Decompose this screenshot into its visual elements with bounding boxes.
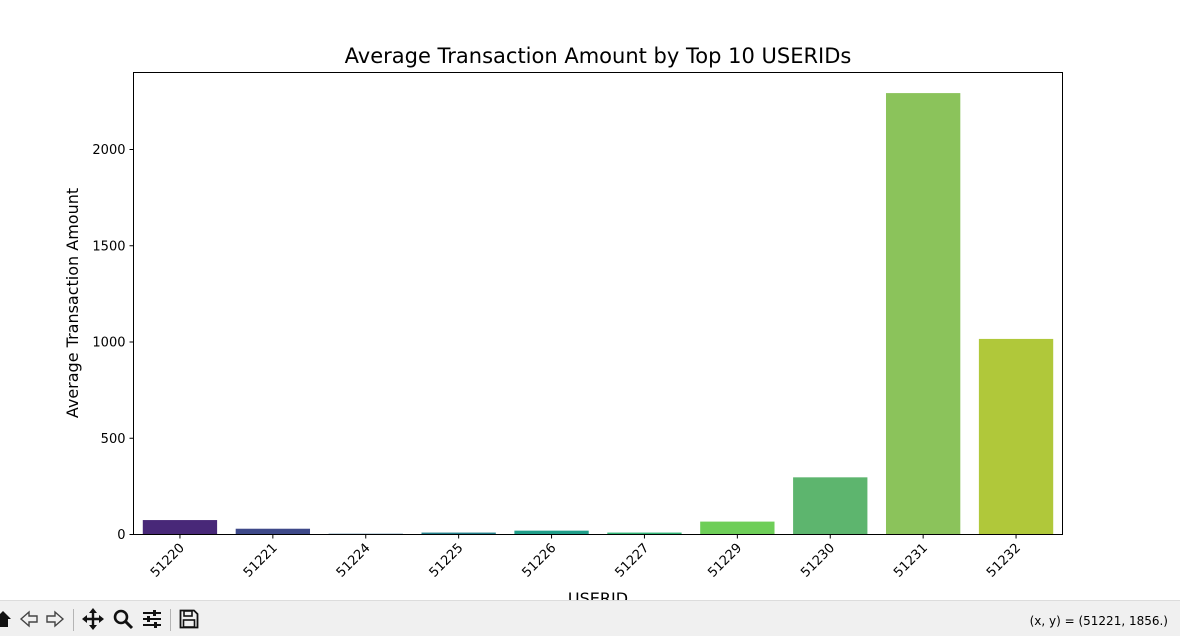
bar-51226 xyxy=(514,530,589,535)
y-tick-label: 1500 xyxy=(92,239,125,254)
save-icon xyxy=(179,609,199,629)
x-tick-label: 51220 xyxy=(148,541,188,581)
x-tick-label: 51230 xyxy=(798,541,838,581)
navigation-toolbar: (x, y) = (51221, 1856.) xyxy=(0,600,1180,636)
bar-51227 xyxy=(607,532,682,535)
x-tick-label: 51229 xyxy=(705,541,745,581)
y-axis-ticks: 0 500 1000 1500 2000 xyxy=(92,143,134,543)
configure-subplots-button[interactable] xyxy=(139,607,165,631)
home-button[interactable] xyxy=(0,607,16,631)
bar-51232 xyxy=(978,338,1054,535)
bar-51231 xyxy=(885,93,961,535)
zoom-button[interactable] xyxy=(110,607,136,631)
sliders-icon xyxy=(143,610,161,628)
forward-button[interactable] xyxy=(42,607,68,631)
back-arrow-icon xyxy=(19,610,38,628)
cursor-coordinates: (x, y) = (51221, 1856.) xyxy=(1029,614,1168,628)
x-tick-label: 51221 xyxy=(241,541,281,581)
bar-51225 xyxy=(421,532,496,535)
bar-51230 xyxy=(793,477,868,535)
plot-area-frame xyxy=(133,72,1063,535)
x-tick-label: 51227 xyxy=(612,541,652,581)
bars xyxy=(142,93,1054,535)
x-axis-label: USERID xyxy=(568,589,628,600)
y-tick-label: 500 xyxy=(101,432,126,447)
x-axis-ticks: 51220 51221 51224 51225 51226 51227 51229 51230… xyxy=(148,534,1024,581)
x-tick-label: 51224 xyxy=(334,541,374,581)
toolbar-separator xyxy=(170,609,171,631)
x-tick-label: 51231 xyxy=(891,541,931,581)
save-button[interactable] xyxy=(176,607,202,631)
x-tick-label: 51225 xyxy=(427,541,467,581)
y-tick-label: 0 xyxy=(117,528,125,543)
forward-arrow-icon xyxy=(46,610,65,628)
toolbar-separator xyxy=(73,609,74,631)
figure-canvas: Average Transaction Amount by Top 10 USE… xyxy=(63,44,1063,600)
home-icon xyxy=(0,611,11,627)
pan-button[interactable] xyxy=(80,607,106,631)
pan-icon xyxy=(82,608,104,630)
bar-51229 xyxy=(700,521,775,535)
back-button[interactable] xyxy=(16,607,42,631)
x-tick-label: 51226 xyxy=(520,541,560,581)
y-tick-label: 1000 xyxy=(92,336,125,351)
chart-title: Average Transaction Amount by Top 10 USE… xyxy=(345,44,852,68)
bar-51220 xyxy=(142,520,218,535)
bar-51221 xyxy=(235,528,311,535)
y-axis-label: Average Transaction Amount xyxy=(63,188,82,418)
zoom-icon xyxy=(113,609,134,630)
y-tick-label: 2000 xyxy=(92,143,125,158)
x-tick-label: 51232 xyxy=(984,541,1024,581)
bar-chart: Average Transaction Amount by Top 10 USE… xyxy=(63,44,1063,600)
